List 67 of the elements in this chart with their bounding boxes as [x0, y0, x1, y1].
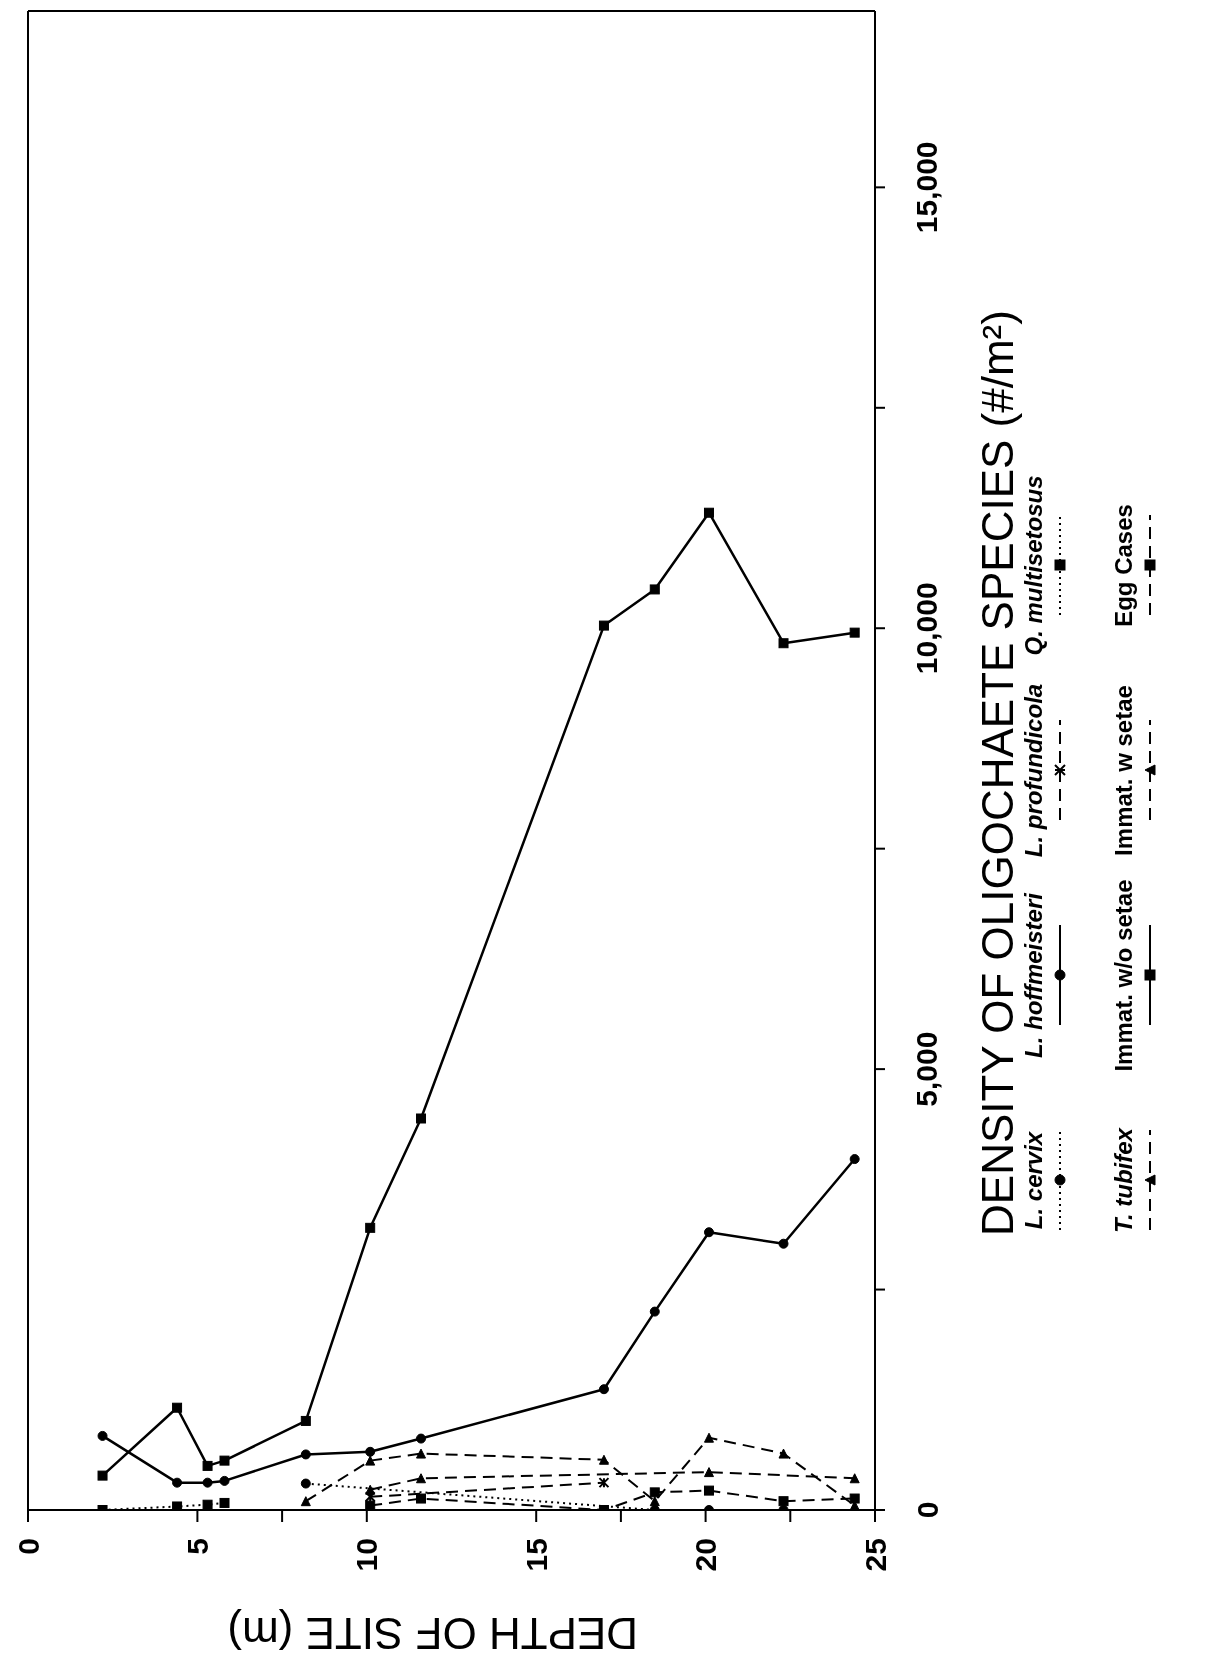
point [849, 1473, 860, 1484]
point [365, 1446, 376, 1457]
point [365, 1500, 376, 1510]
point [703, 1227, 714, 1238]
x-tick-label: 20 [689, 1538, 723, 1572]
point [649, 1306, 660, 1317]
point [219, 1475, 230, 1486]
point [649, 1496, 660, 1507]
point [300, 1415, 311, 1426]
point [202, 1499, 213, 1510]
y-axis-title: DENSITY OF OLIGOCHAETE SPECIES (#/m²) [973, 309, 1023, 1238]
point [778, 1448, 789, 1459]
point [849, 627, 860, 638]
point [416, 1113, 427, 1124]
point [365, 1455, 376, 1466]
point [219, 1497, 230, 1508]
legend-label: L. cervix [1020, 1131, 1048, 1230]
point [300, 1496, 311, 1507]
point [300, 1478, 311, 1489]
point [365, 1484, 376, 1495]
point [703, 1467, 714, 1478]
point [703, 1485, 714, 1496]
x-tick-label: 10 [350, 1538, 384, 1572]
point [97, 1470, 108, 1481]
x-tick-label: 25 [858, 1538, 892, 1572]
point [172, 1402, 183, 1413]
point [778, 638, 789, 649]
point [598, 1384, 609, 1395]
point [202, 1477, 213, 1488]
point [97, 1430, 108, 1441]
legend-label: L. profundicola [1020, 683, 1048, 858]
point [778, 1496, 789, 1507]
point [172, 1477, 183, 1488]
x-axis-title: DEPTH OF SITE (m) [227, 1608, 638, 1658]
legend-label: T. tubifex [1110, 1128, 1138, 1233]
legend-label: Immat. w setae [1110, 685, 1138, 856]
point [649, 584, 660, 595]
point [364, 1491, 376, 1503]
x-tick-label: 5 [180, 1538, 214, 1555]
y-tick-label: 5,000 [910, 1031, 944, 1107]
x-tick-label: 15 [519, 1538, 553, 1572]
y-tick-label: 15,000 [910, 141, 944, 234]
point [703, 1432, 714, 1443]
point [598, 1477, 610, 1489]
point [416, 1433, 427, 1444]
point [703, 507, 714, 518]
point [202, 1460, 213, 1471]
y-tick-label: 10,000 [910, 582, 944, 675]
point [416, 1493, 427, 1504]
legend-label: Q. multisetosus [1020, 475, 1048, 656]
point [849, 1493, 860, 1504]
point [778, 1238, 789, 1249]
point [598, 620, 609, 631]
point [365, 1222, 376, 1233]
x-tick-label: 0 [11, 1538, 45, 1555]
legend-label: Immat. w/o setae [1110, 879, 1138, 1072]
point [219, 1455, 230, 1466]
point [172, 1501, 183, 1510]
point [598, 1454, 609, 1465]
legend-label: L. hoffmeisteri [1020, 893, 1048, 1058]
point [649, 1487, 660, 1498]
point [416, 1473, 427, 1484]
point [416, 1448, 427, 1459]
point [300, 1449, 311, 1460]
point [849, 1154, 860, 1165]
y-tick-label: 0 [910, 1501, 944, 1519]
legend-label: Egg Cases [1110, 504, 1138, 627]
